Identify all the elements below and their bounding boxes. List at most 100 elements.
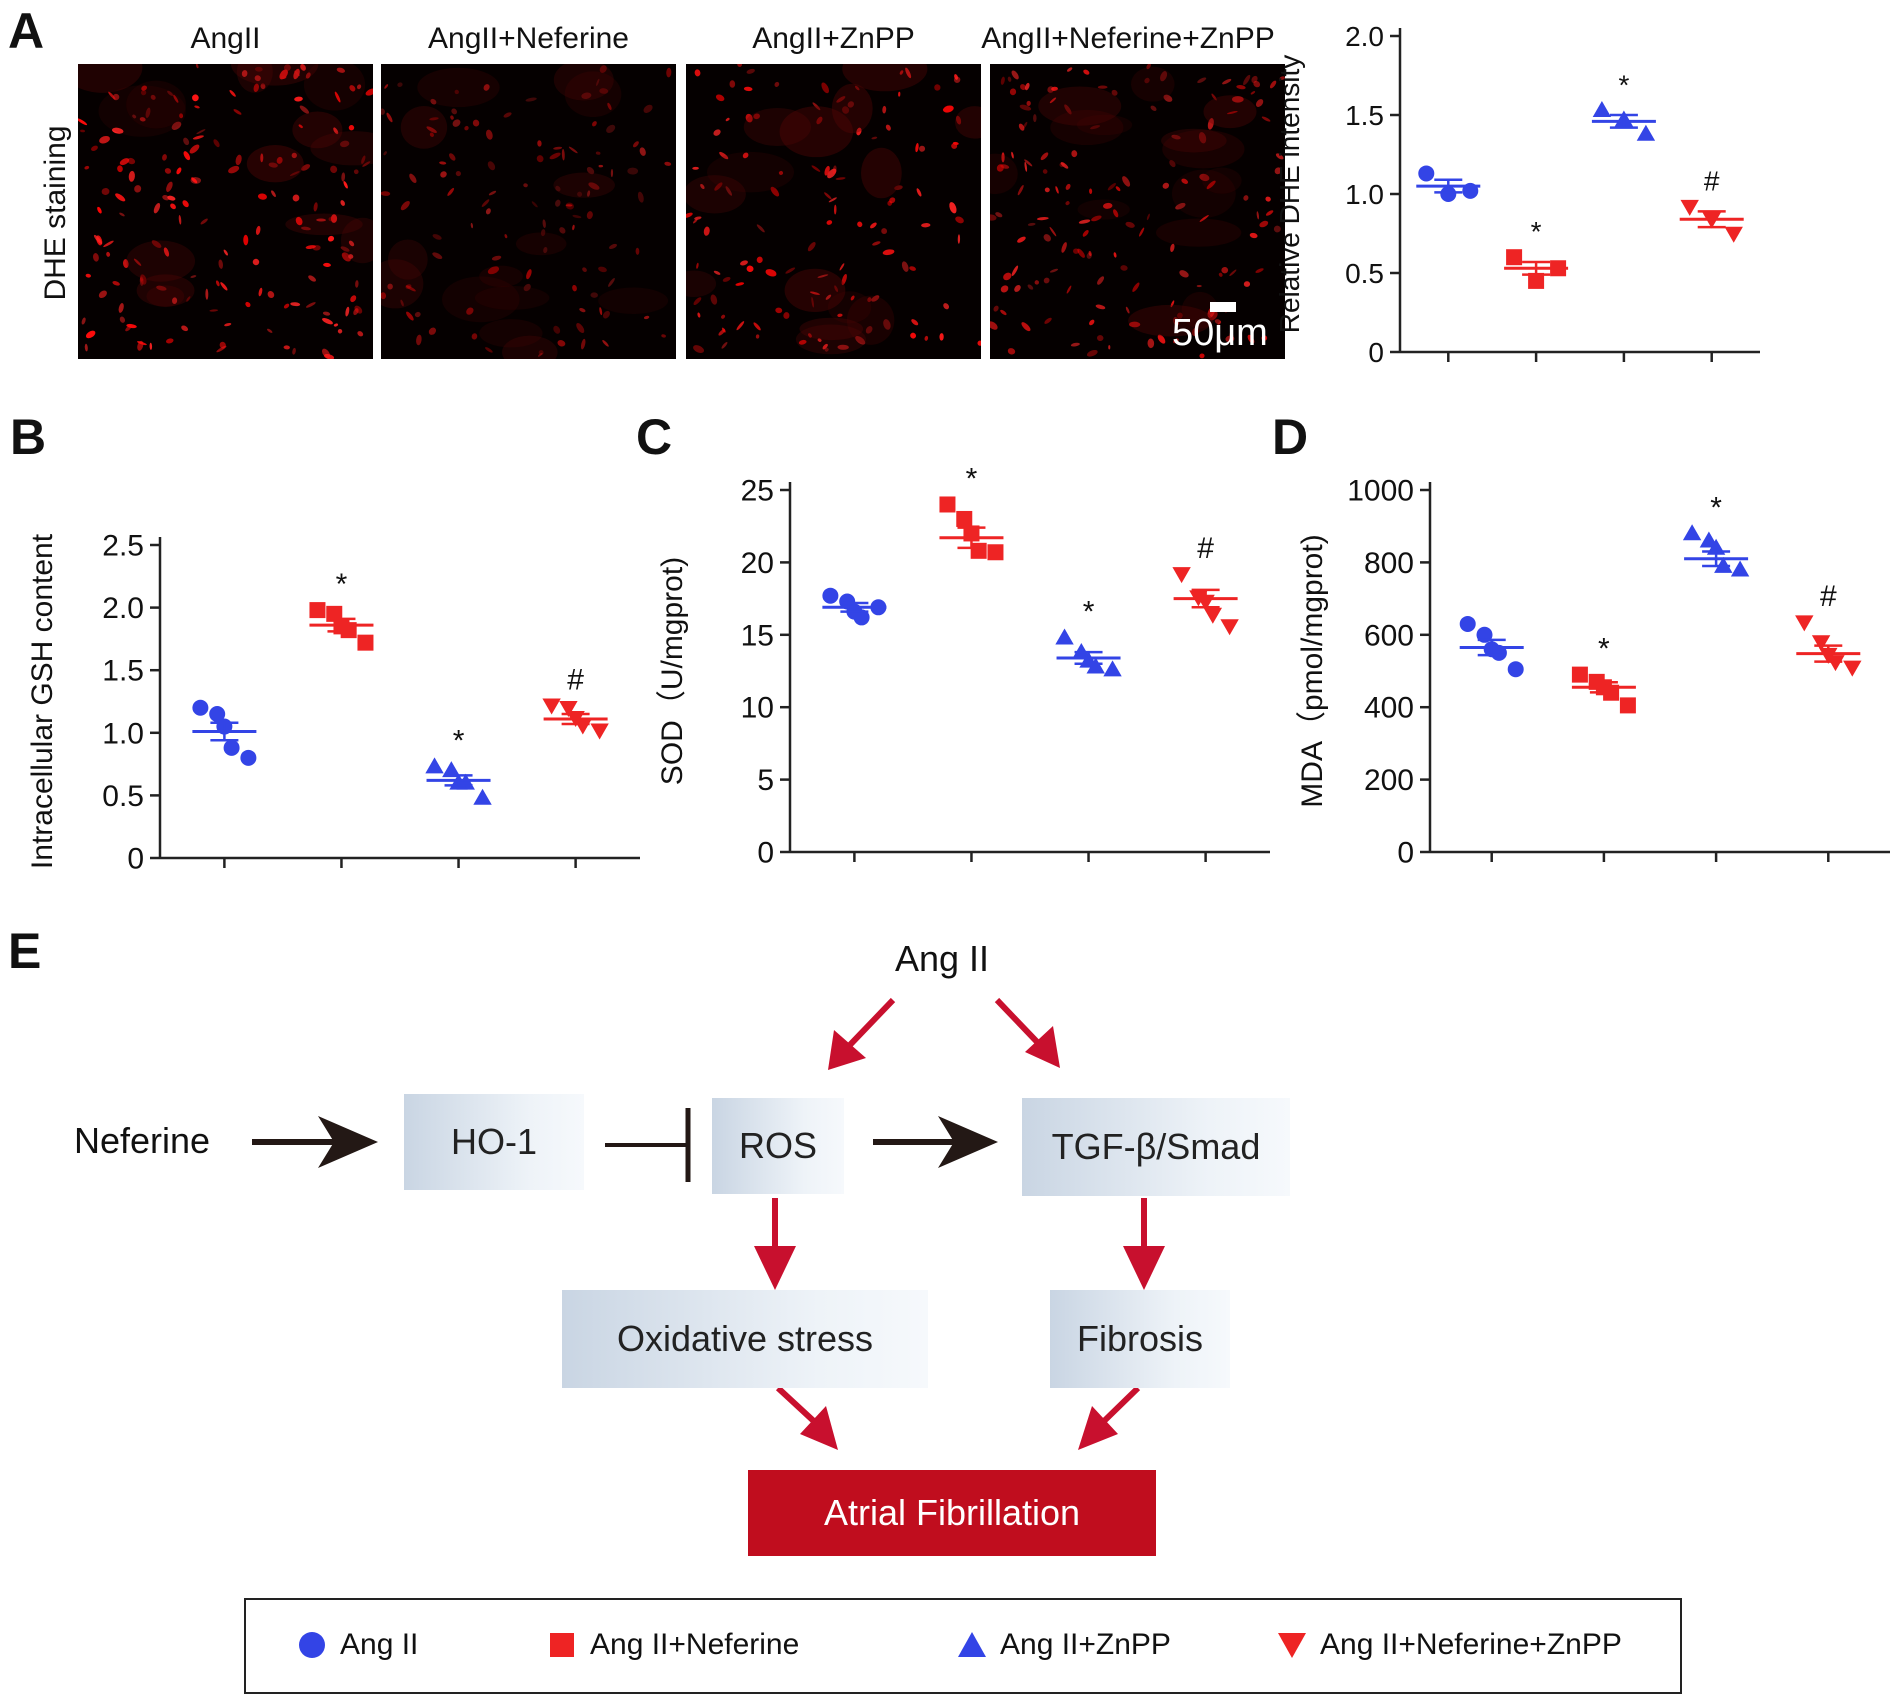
cell-spot (241, 70, 248, 78)
significance-mark: # (1704, 166, 1720, 197)
cell-spot (1144, 77, 1150, 84)
tissue-glow (126, 80, 186, 129)
cell-spot (106, 251, 111, 257)
cell-spot (1024, 159, 1033, 167)
node-atrial-fibrillation: Atrial Fibrillation (748, 1470, 1156, 1556)
cell-spot (173, 94, 179, 103)
cell-spot (1250, 91, 1256, 95)
cell-spot (835, 177, 846, 180)
cell-spot (381, 108, 385, 115)
point-circle (240, 749, 257, 766)
cell-spot (540, 229, 546, 237)
cell-spot (472, 119, 480, 127)
cell-spot (693, 297, 702, 306)
cell-spot (1177, 312, 1183, 319)
cell-spot (587, 190, 591, 197)
cell-spot (1132, 282, 1140, 293)
cell-spot (1196, 284, 1202, 288)
cell-spot (661, 334, 666, 338)
cell-spot (254, 75, 261, 82)
cell-spot (1146, 213, 1150, 221)
tissue-glow (846, 295, 895, 345)
cell-spot (1071, 150, 1078, 158)
cell-spot (1269, 80, 1277, 89)
cell-spot (1011, 265, 1019, 276)
cell-spot (386, 112, 393, 123)
cell-spot (553, 146, 563, 150)
cell-spot (1181, 178, 1189, 184)
tissue-glow (417, 67, 500, 108)
cell-spot (774, 81, 780, 87)
cell-spot (343, 181, 348, 189)
cell-spot (713, 270, 721, 275)
cell-spot (93, 234, 103, 244)
cell-spot (1279, 76, 1285, 80)
cell-spot (694, 216, 702, 220)
cell-spot (381, 191, 391, 196)
cell-spot (98, 290, 107, 299)
significance-mark: * (966, 462, 978, 495)
cell-spot (491, 255, 502, 261)
tissue-glow (842, 64, 928, 92)
cell-spot (428, 327, 437, 335)
cell-spot (953, 76, 961, 83)
cell-spot (635, 247, 640, 255)
point-triangle-up (1055, 628, 1074, 645)
arrow-ros-to-tgf (873, 1116, 998, 1168)
cell-spot (916, 188, 922, 197)
node-oxidative-stress: Oxidative stress (562, 1290, 928, 1388)
node-neferine: Neferine (74, 1120, 211, 1161)
cell-spot (452, 119, 461, 127)
point-circle (1440, 186, 1457, 202)
cell-spot (553, 325, 561, 334)
cell-spot (817, 274, 829, 278)
cell-spot (229, 89, 236, 97)
cell-spot (164, 168, 172, 174)
cell-spot (1171, 134, 1181, 140)
cell-spot (267, 328, 273, 333)
cell-spot (610, 168, 614, 178)
cell-spot (870, 222, 877, 229)
tissue-glow (78, 64, 143, 93)
point-triangle-down (1811, 635, 1831, 652)
cell-spot (1070, 342, 1080, 347)
cell-spot (1259, 220, 1269, 228)
cell-spot (1014, 285, 1021, 292)
cell-spot (108, 91, 116, 100)
cell-spot (996, 164, 1004, 172)
cell-spot (990, 321, 998, 330)
cell-spot (308, 275, 316, 282)
cell-spot (598, 164, 604, 168)
cell-spot (1091, 215, 1102, 222)
cell-spot (1256, 211, 1260, 220)
point-square (1528, 272, 1545, 289)
cell-spot (1274, 167, 1282, 175)
cell-spot (836, 96, 846, 103)
cell-spot (713, 129, 721, 136)
panel-label-a: A (8, 3, 45, 59)
cell-spot (128, 170, 135, 182)
cell-spot (1179, 270, 1189, 278)
tissue-glow (1181, 291, 1219, 329)
cell-spot (595, 151, 601, 155)
tissue-glow (1077, 199, 1130, 220)
cell-spot (1066, 67, 1073, 72)
tissue-glow (136, 274, 195, 307)
cell-spot (327, 235, 335, 242)
cell-spot (139, 276, 144, 286)
cell-spot (555, 185, 561, 192)
cell-spot (1275, 153, 1284, 160)
tissue-glow (1155, 218, 1242, 247)
cell-spot (487, 266, 500, 275)
tissue-glow (784, 268, 846, 313)
cell-spot (485, 347, 493, 353)
point-triangle-up (1103, 660, 1122, 677)
cell-spot (1247, 334, 1255, 344)
tissue-glow (743, 107, 812, 147)
cell-spot (243, 234, 249, 246)
cell-spot (722, 276, 731, 282)
cell-spot (1089, 188, 1093, 194)
cell-spot (592, 121, 597, 127)
cell-spot (1139, 227, 1145, 237)
tissue-glow (292, 111, 343, 149)
